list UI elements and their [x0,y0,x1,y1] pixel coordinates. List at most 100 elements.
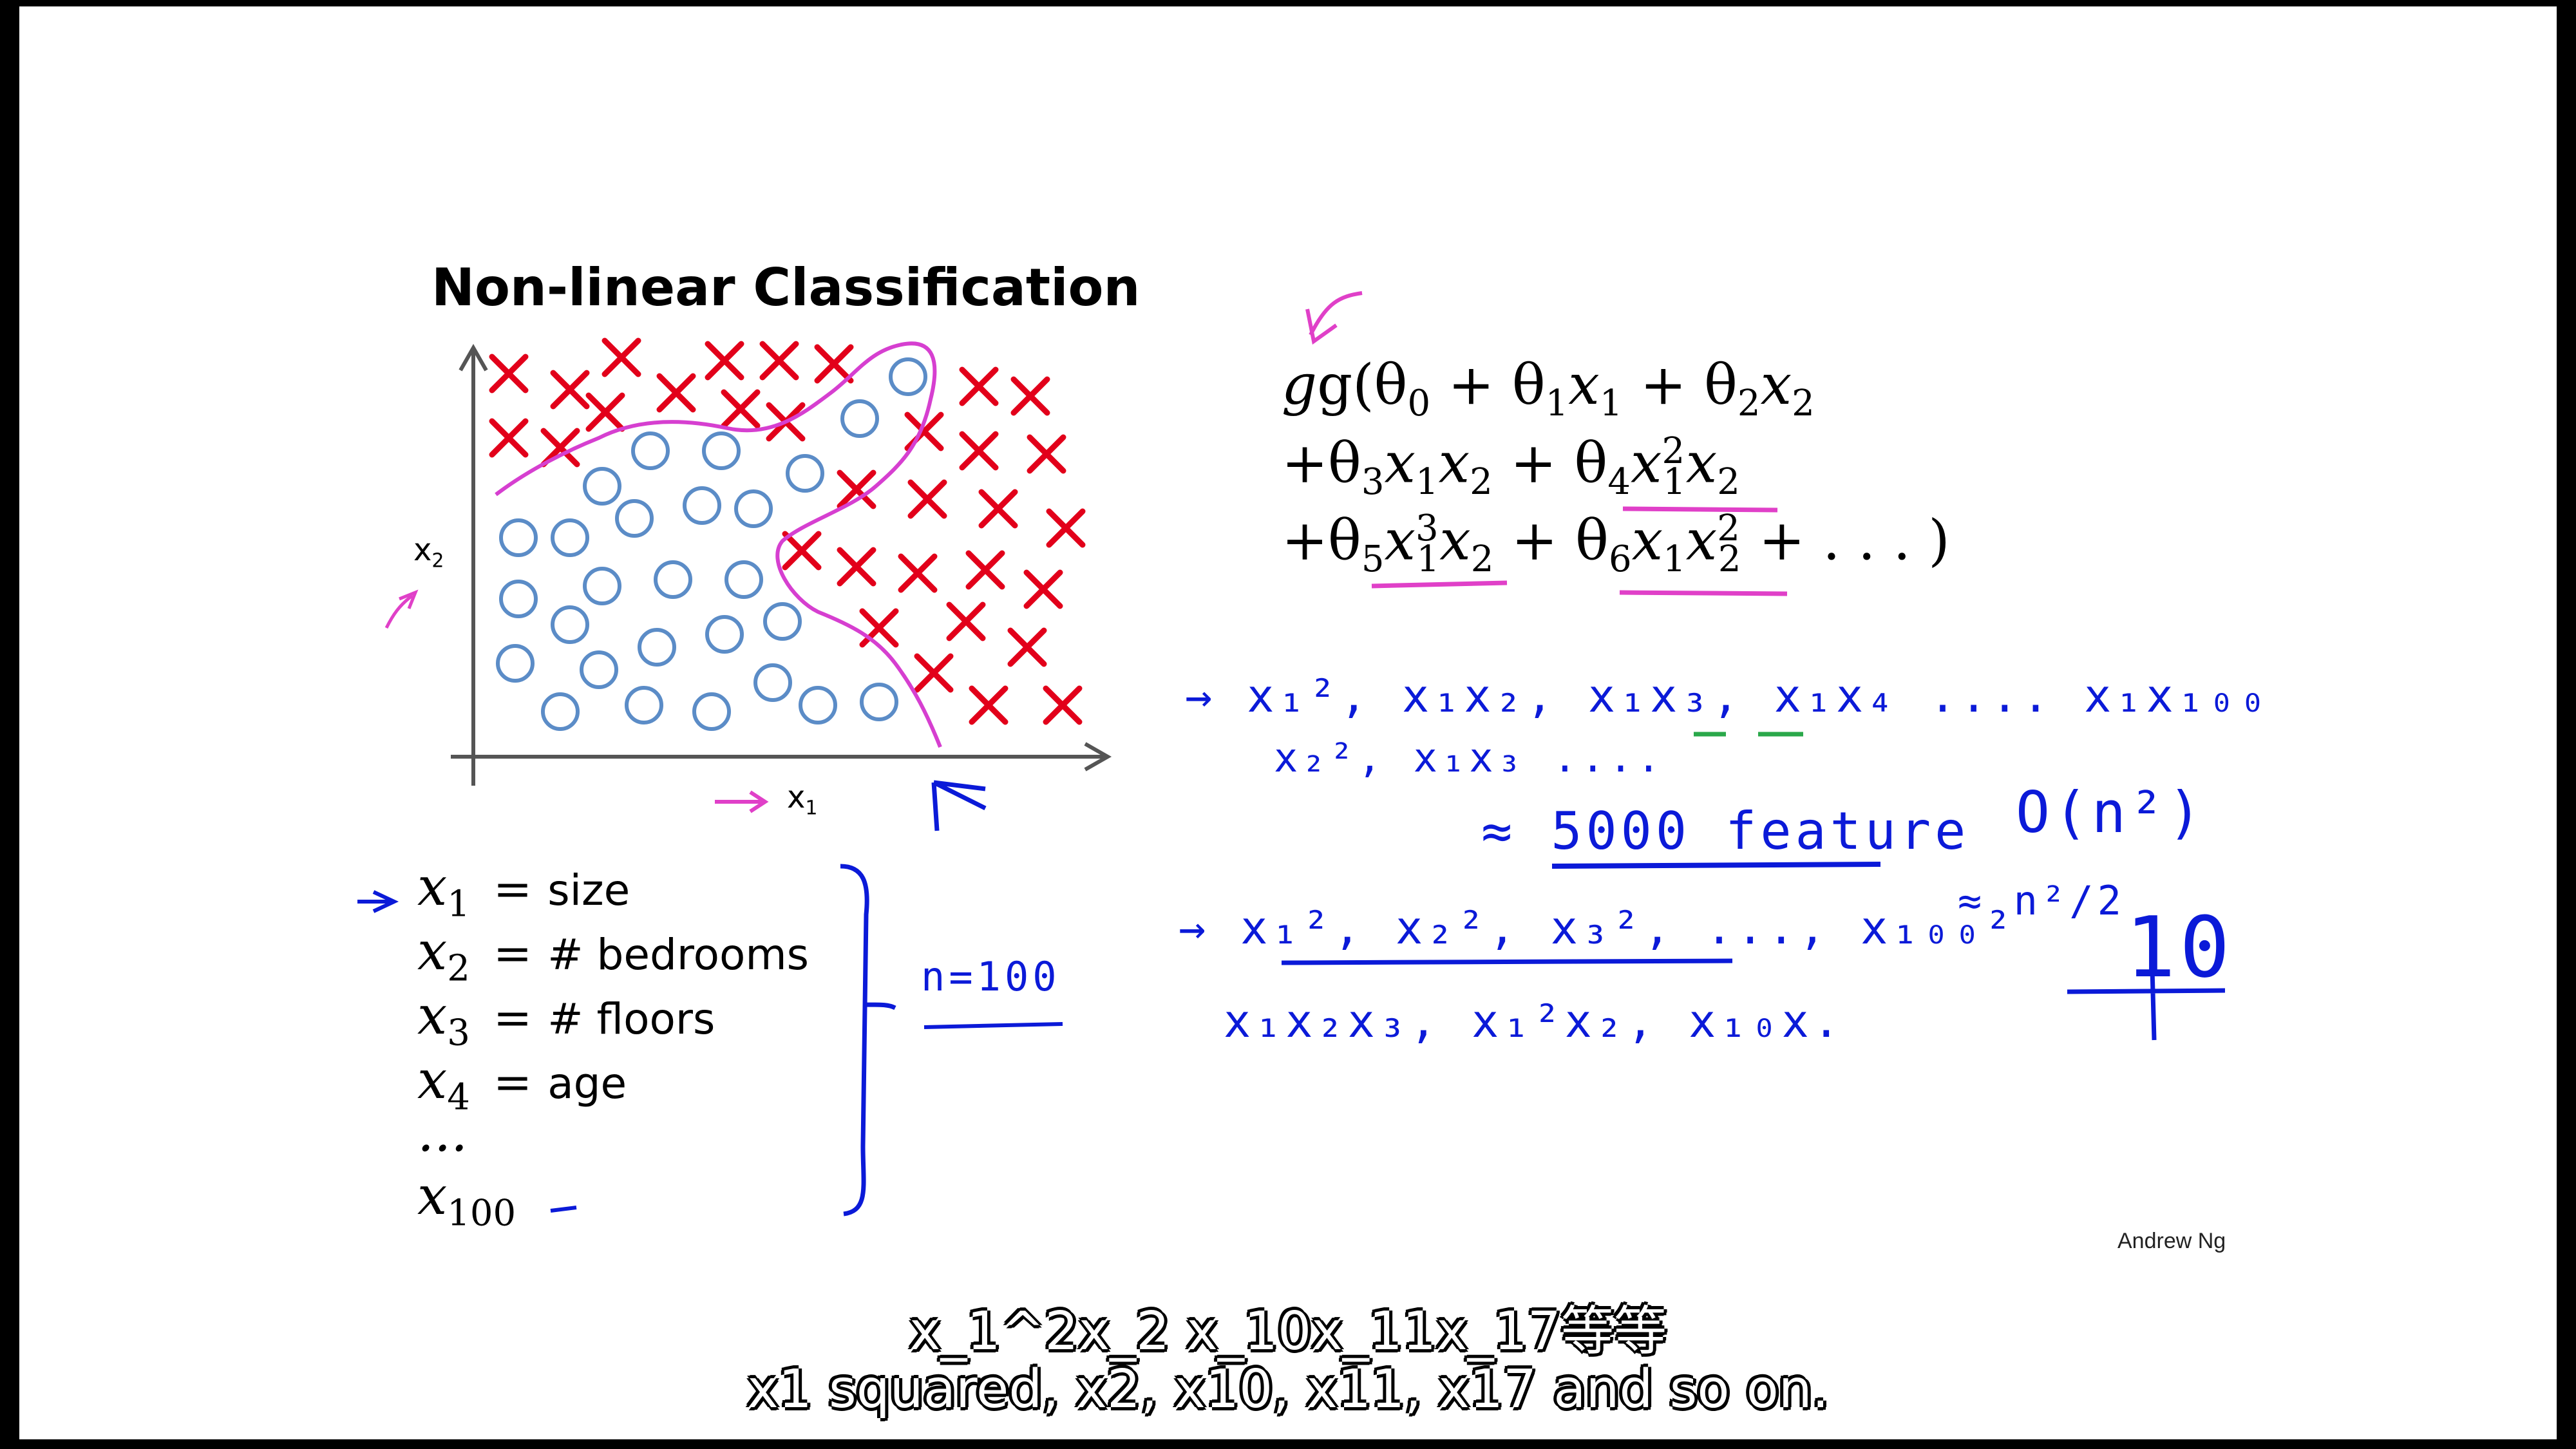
class-0-circle-mark [842,401,877,436]
handwritten-product-terms: x₁x₂x₃, x₁²x₂, x₁₀x. [1224,995,1844,1048]
hypothesis-line-2: +θ3x1x2 + θ4x21x2 [1282,430,1740,503]
blue-arrow-boundary [934,782,985,831]
class-1-cross-mark [785,534,819,567]
class-0-circle-mark [862,685,896,719]
blue-underline-n [924,1024,1063,1027]
class-0-circle-mark [627,688,661,723]
pink-arrow-x2 [386,596,412,628]
class-1-cross-mark [840,550,873,583]
class-0-circle-mark [543,694,578,729]
class-0-circle-mark [617,501,652,536]
class-1-cross-mark [962,434,996,468]
feature-variable: x3 [417,985,470,1046]
class-0-circle-mark [736,491,771,526]
handwritten-squared-terms: → x₁², x₂², x₃², ..., x₁₀₀² [1179,902,2016,954]
class-1-cross-mark [949,605,983,638]
class-1-cross-mark [969,553,1002,587]
class-1-cross-mark [901,556,934,590]
class-1-cross-mark [492,421,526,455]
class-1-cross-mark [659,376,693,410]
class-0-circle-mark [582,652,616,687]
class-1-cross-mark [1010,630,1044,664]
class-1-cross-mark [917,656,951,690]
handwritten-pairwise-terms: → x₁², x₁x₂, x₁x₃, x₁x₄ .... x₁x₁₀₀ [1185,670,2270,723]
feature-equals: = [493,1055,532,1109]
class-0-circle-mark [788,456,822,491]
class-1-cross-mark [605,341,638,374]
class-0-circle-mark [704,433,739,468]
class-0-circle-mark [501,582,536,616]
handwritten-n-value: n=100 [921,953,1061,1000]
feature-variable: ... [417,1103,468,1164]
class-0-circle-mark [694,694,729,729]
class-1-cross-mark [962,370,996,403]
class-0-circle-mark [707,617,742,652]
hypothesis-line-3: +θ5x31x2 + θ6x1x22 + . . . ) [1282,507,1950,580]
class-1-cross-mark [1049,511,1083,545]
class-1-cross-mark [589,395,622,429]
blue-underline-squares [1282,961,1732,963]
class-1-cross-mark [724,392,757,426]
handwritten-complexity: O(n²) [2016,779,2206,846]
feature-description: # bedrooms [547,930,809,980]
class-1-cross-mark [981,492,1015,526]
class-0-circle-mark [585,469,620,504]
feature-row: ... [417,1103,506,1171]
feature-row: x1 = size [417,857,630,925]
class-0-circle-mark [633,433,668,468]
class-1-cross-mark [1014,379,1047,413]
class-1-cross-mark [762,344,796,377]
subtitle-chinese: x_1^2x_2 x_10x_11x_17等等 [0,1288,2576,1365]
feature-variable: x100 [417,1166,516,1227]
pink-checkmark-arrow [1307,293,1362,341]
y-axis-label: x2 [413,532,444,573]
class-1-cross-mark [862,611,896,645]
class-1-cross-mark [708,344,741,377]
class-0-circle-mark [891,359,925,394]
class-0-circle-mark [800,688,835,723]
slide-title: Non-linear Classification [431,258,1140,317]
class-1-cross-mark [911,482,944,516]
class-0-circle-mark [726,562,761,597]
class-1-cross-mark [972,688,1005,722]
class-1-cross-mark [1027,573,1060,606]
hypothesis-line-1: gg(θ0 + θ1x1 + θ2x2 [1282,353,1815,424]
pink-arrow-x1 [715,792,765,811]
class-1-cross-mark [553,373,587,406]
class-1-cross-mark [1046,688,1079,722]
class-0-circle-mark [639,630,674,665]
handwritten-ten: 10 [2125,898,2234,996]
feature-description: size [547,866,630,915]
feature-variable: x1 [417,857,470,918]
class-0-circle-mark [501,520,536,555]
pink-underline-theta6 [1620,592,1787,594]
class-0-circle-mark [765,604,800,639]
blue-arrow-x1 [357,892,394,911]
feature-equals: = [493,926,532,980]
author-credit: Andrew Ng [2117,1229,2226,1254]
blue-underline-features [1552,864,1880,866]
feature-row: x3 = # floors [417,985,715,1054]
class-1-cross-mark [817,347,851,381]
class-0-circle-mark [553,607,587,642]
feature-row: x100 [417,1166,554,1234]
feature-equals: = [493,862,532,916]
handwritten-more-terms: x₂², x₁x₃ .... [1274,734,1665,781]
feature-description: # floors [547,994,715,1044]
class-0-circle-mark [498,646,533,681]
class-0-circle-mark [685,488,719,523]
class-1-cross-mark [1030,437,1063,471]
subtitle-english: x1 squared, x2, x10, x11, x17 and so on. [0,1359,2576,1420]
x-axis-label: x1 [787,779,818,820]
class-0-circle-mark [553,520,587,555]
feature-variable: x4 [417,1050,470,1111]
class-1-cross-mark [492,357,526,390]
pink-underline-theta5 [1372,583,1507,586]
handwritten-feature-count: ≈ 5000 feature [1481,801,1969,861]
blue-brace [840,866,895,1214]
class-0-circle-mark [656,562,690,597]
feature-row: x2 = # bedrooms [417,921,809,989]
feature-variable: x2 [417,921,470,982]
class-0-circle-mark [755,665,790,700]
